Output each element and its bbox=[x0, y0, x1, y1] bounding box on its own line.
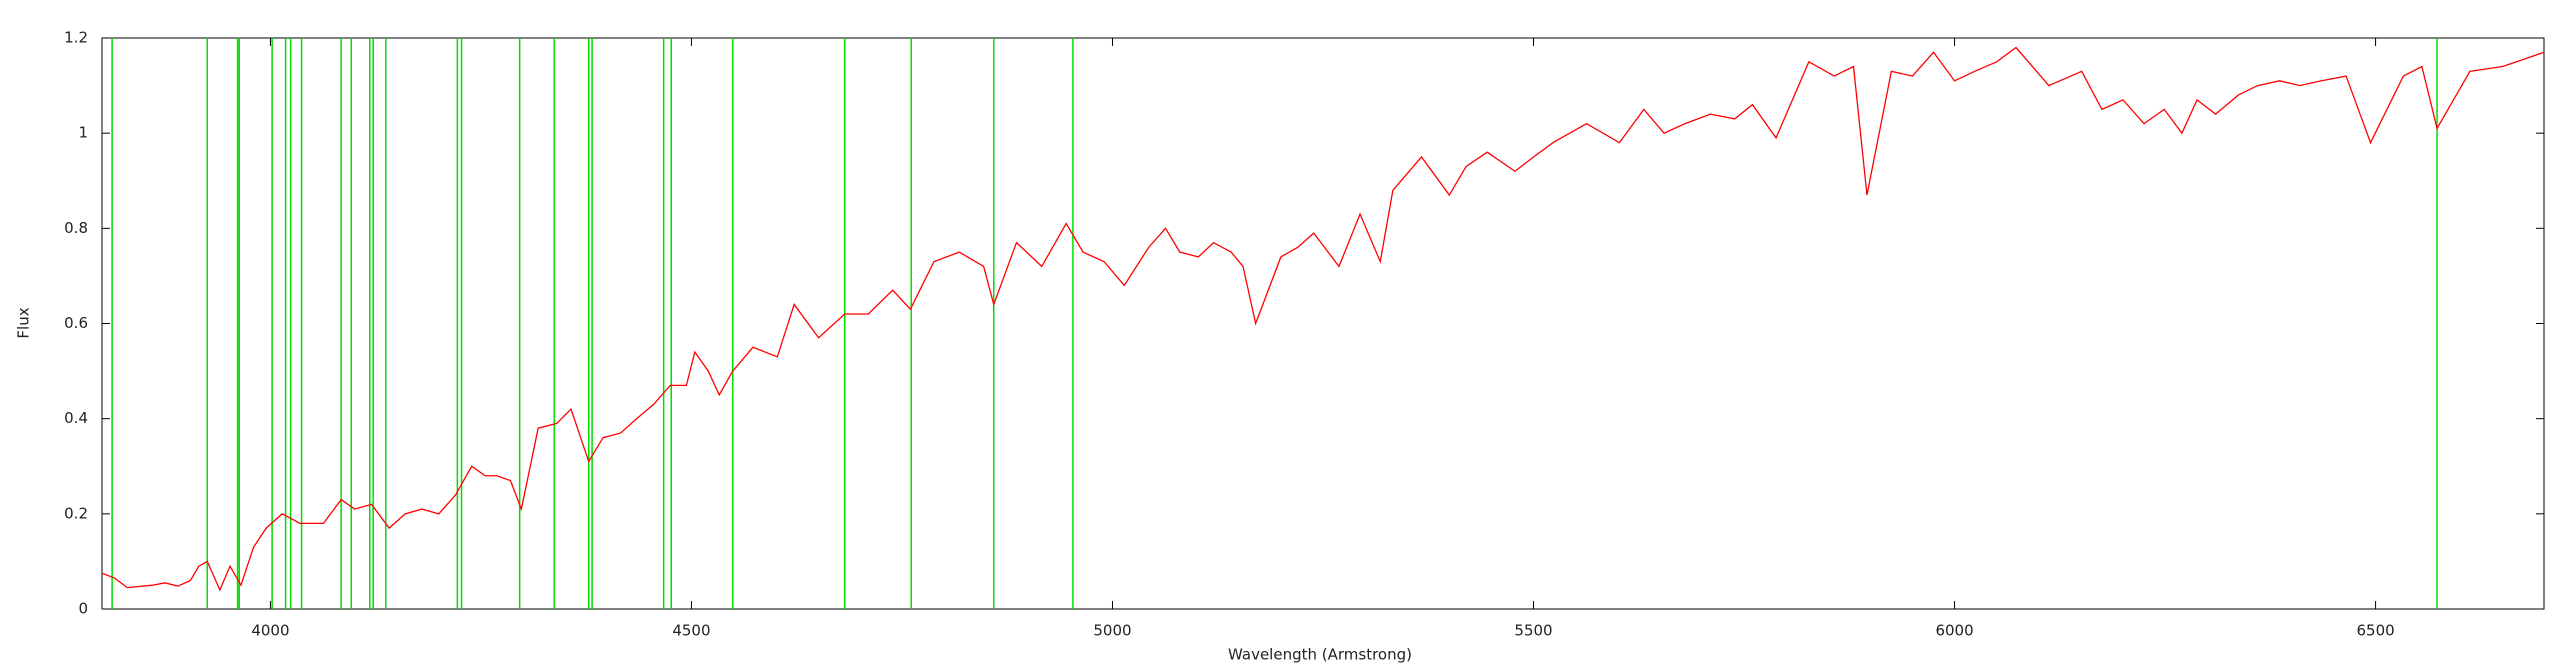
plot-frame bbox=[101, 37, 2545, 610]
y-tick-label: 0 bbox=[78, 600, 88, 618]
y-tick-label: 0.4 bbox=[64, 409, 88, 427]
x-tick-label: 6500 bbox=[2356, 622, 2394, 640]
y-tick-label: 1.2 bbox=[64, 29, 88, 47]
y-tick-label: 0.2 bbox=[64, 504, 88, 522]
y-tick-label: 0.8 bbox=[64, 219, 88, 237]
x-tick-label: 4000 bbox=[251, 622, 289, 640]
x-tick-label: 4500 bbox=[672, 622, 710, 640]
x-tick-label: 6000 bbox=[1935, 622, 1973, 640]
y-tick-label: 0.6 bbox=[64, 314, 88, 332]
y-tick-label: 1 bbox=[78, 124, 88, 142]
x-axis-label: Wavelength (Armstrong) bbox=[1228, 646, 1412, 664]
x-tick-label: 5000 bbox=[1093, 622, 1131, 640]
spectrum-line bbox=[101, 46, 2545, 592]
x-tick-label: 5500 bbox=[1514, 622, 1552, 640]
y-axis-label: Flux bbox=[15, 307, 33, 338]
